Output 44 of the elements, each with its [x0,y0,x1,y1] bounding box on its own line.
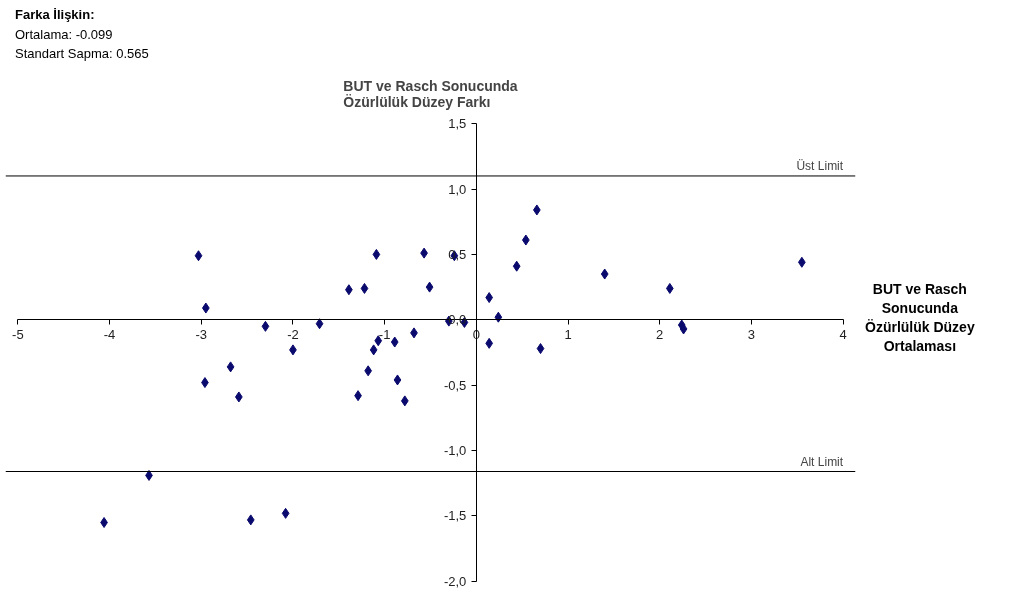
chart-title: BUT ve Rasch Sonucunda Özürlülük Düzey Farkı [343,77,518,110]
x-tick-label: 1 [564,326,572,342]
point [261,320,270,332]
y-tick-label: 1,5 [448,116,467,132]
point [425,281,434,293]
point [400,395,409,407]
x-tick-label: 2 [656,326,664,342]
point [600,268,609,280]
x-tick-label: 3 [747,326,756,342]
y-tick-label: -1,0 [443,443,467,459]
x-tick-label: -1 [378,326,391,342]
point [536,343,545,355]
point [679,323,688,335]
ref-line-label: Üst Limit [796,158,844,173]
x-tick-label: -5 [12,326,24,342]
point [372,248,381,260]
point [485,337,494,349]
point [360,282,369,294]
point [246,514,255,526]
x-axis-title: BUT ve Rasch Sonucunda Özürlülük Düzey Ortalaması [865,280,975,356]
x-tick-label: -4 [103,326,116,342]
point [512,260,521,272]
x-tick-label: -2 [287,326,299,342]
point [194,250,203,262]
x-tick-label: -3 [195,326,208,342]
y-tick-label: -2,0 [443,573,467,589]
point [226,361,235,373]
y-tick-label: 1,0 [448,181,467,197]
text: Farka İlişkin: [15,6,96,24]
ref-line-label: Alt Limit [800,454,844,469]
point [665,282,674,294]
point [494,311,503,323]
point [315,318,324,330]
text: Ortalama: -0.099 [15,25,114,44]
point [369,344,378,356]
y-tick-label: -0,5 [443,377,467,393]
x-tick-label: 4 [839,326,847,342]
point [485,292,494,304]
point [281,507,290,519]
point [390,336,399,348]
text: Standart Sapma: 0.565 [15,45,149,63]
point [100,517,108,528]
point [393,374,402,386]
y-tick-label: -1,5 [443,508,467,524]
